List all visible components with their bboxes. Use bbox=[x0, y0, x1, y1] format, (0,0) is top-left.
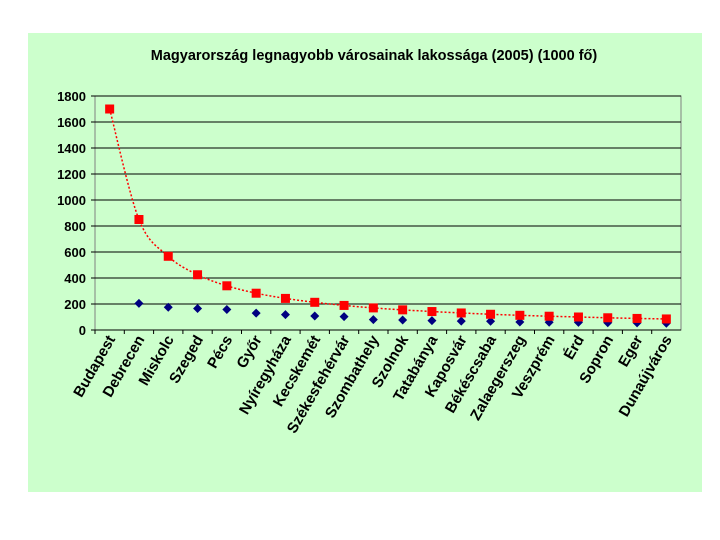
y-tick-label: 600 bbox=[64, 245, 86, 260]
y-tick-label: 1600 bbox=[57, 115, 86, 130]
x-axis-ticks: BudapestDebrecenMiskolcSzegedPécsGyőrNyí… bbox=[70, 330, 676, 436]
y-tick-label: 0 bbox=[79, 323, 86, 338]
y-tick-label: 1400 bbox=[57, 141, 86, 156]
diamond-marker bbox=[310, 311, 320, 321]
square-marker bbox=[163, 251, 173, 261]
diamond-marker bbox=[427, 316, 437, 326]
data-markers bbox=[105, 104, 671, 328]
chart-area: Magyarország legnagyobb városainak lakos… bbox=[28, 33, 702, 492]
x-tick-label: Érd bbox=[561, 333, 588, 363]
square-marker bbox=[661, 314, 671, 324]
population-chart: Magyarország legnagyobb városainak lakos… bbox=[57, 48, 682, 436]
square-marker bbox=[573, 312, 583, 322]
diamond-marker bbox=[398, 315, 408, 325]
square-marker bbox=[105, 104, 115, 114]
diamond-marker bbox=[222, 304, 232, 314]
diamond-marker bbox=[339, 312, 349, 322]
diamond-marker bbox=[134, 298, 144, 308]
square-marker bbox=[280, 293, 290, 303]
plot-area bbox=[94, 95, 682, 331]
square-marker bbox=[339, 300, 349, 310]
y-tick-label: 1200 bbox=[57, 167, 86, 182]
y-tick-label: 400 bbox=[64, 271, 86, 286]
square-marker bbox=[515, 310, 525, 320]
diamond-marker bbox=[163, 302, 173, 312]
diamond-marker bbox=[251, 308, 261, 318]
y-tick-label: 1800 bbox=[57, 89, 86, 104]
square-marker bbox=[368, 303, 378, 313]
y-tick-label: 800 bbox=[64, 219, 86, 234]
y-tick-label: 1000 bbox=[57, 193, 86, 208]
diamond-marker bbox=[486, 316, 496, 326]
diamond-marker bbox=[280, 310, 290, 320]
square-marker bbox=[456, 308, 466, 318]
square-marker bbox=[222, 281, 232, 291]
square-marker bbox=[486, 309, 496, 319]
square-marker bbox=[603, 313, 613, 323]
square-marker bbox=[427, 307, 437, 317]
chart-title: Magyarország legnagyobb városainak lakos… bbox=[151, 48, 598, 64]
square-marker bbox=[251, 288, 261, 298]
square-marker bbox=[134, 215, 144, 224]
y-axis-ticks: 0 200 400 600 800 1000 1200 1400 1600 1800 bbox=[57, 89, 95, 338]
y-tick-label: 200 bbox=[64, 297, 86, 312]
diamond-marker bbox=[193, 304, 203, 314]
square-marker bbox=[632, 313, 642, 323]
gridlines bbox=[95, 95, 681, 331]
diamond-marker bbox=[368, 315, 378, 325]
square-marker bbox=[398, 305, 408, 315]
diamond-marker bbox=[456, 316, 466, 326]
square-marker bbox=[193, 270, 203, 280]
x-tick-label: Pécs bbox=[204, 333, 236, 372]
square-marker bbox=[544, 311, 554, 321]
square-marker bbox=[310, 297, 320, 307]
